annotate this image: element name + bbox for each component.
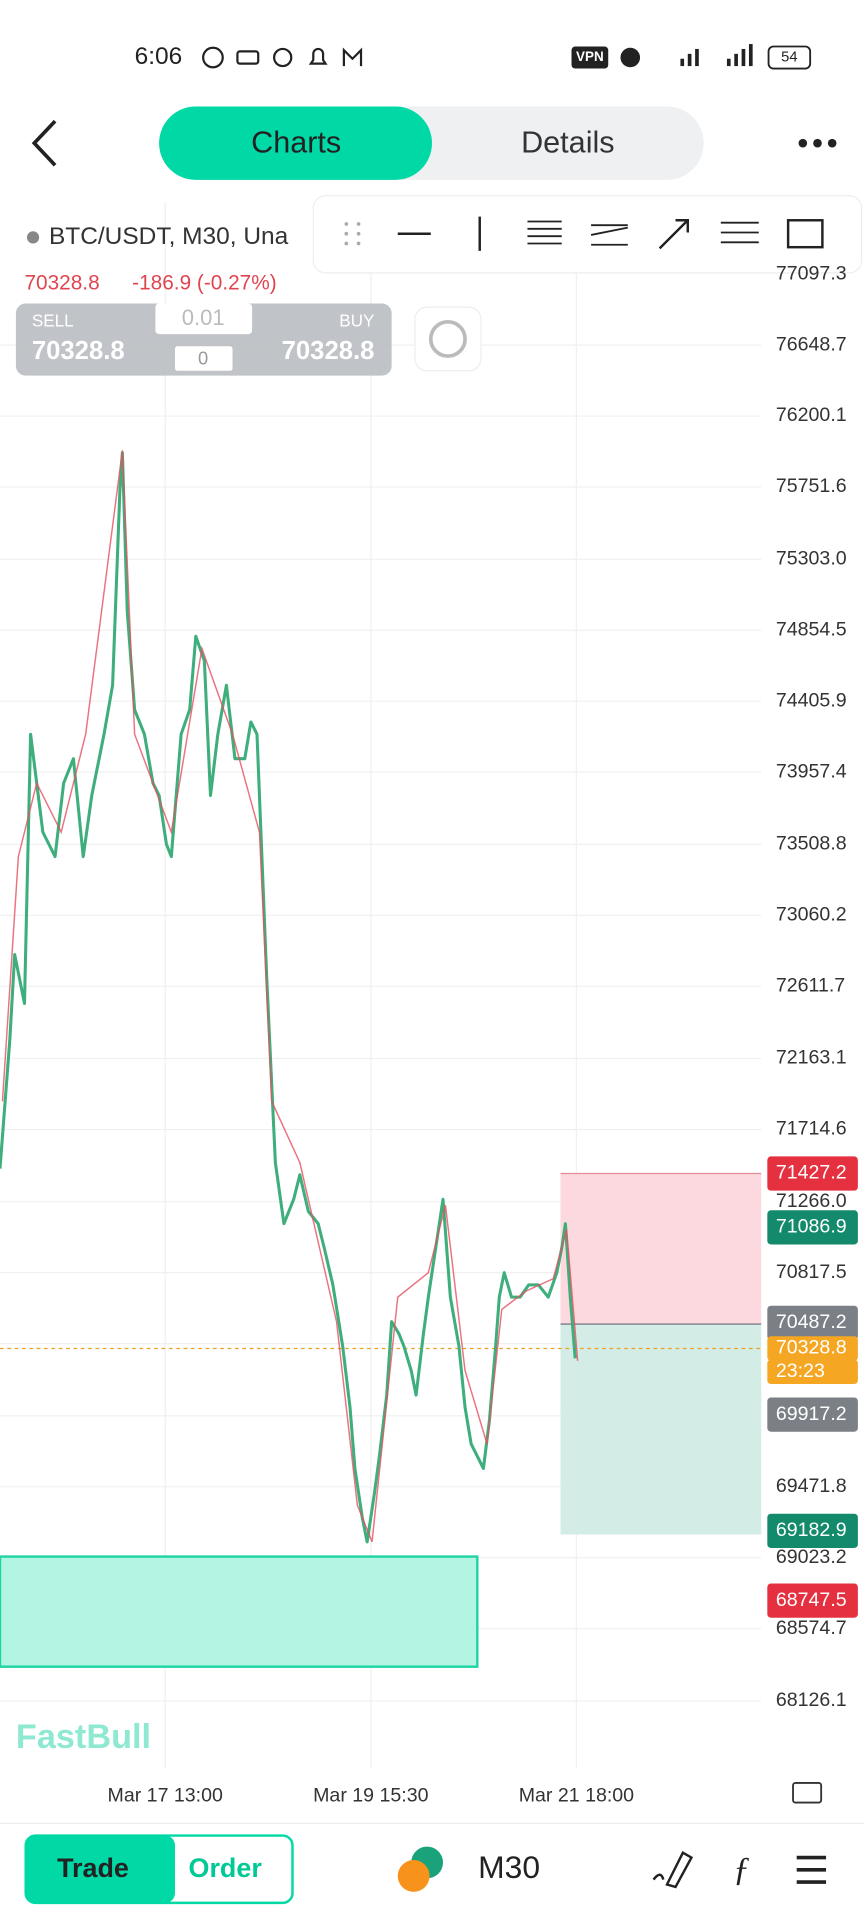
price-tag: 71427.2 (776, 1162, 847, 1184)
price-label: 72611.7 (776, 974, 845, 996)
stop-zone (560, 1173, 762, 1325)
order-label[interactable]: Order (189, 1853, 263, 1883)
price-tag: 69917.2 (776, 1403, 847, 1425)
price-tag-bg (767, 1305, 858, 1340)
price-label: 70817.5 (776, 1261, 847, 1283)
price-tag-bg (767, 1397, 858, 1432)
price-tag-bg (767, 1156, 858, 1191)
price-label: 75751.6 (776, 475, 847, 497)
trade-label[interactable]: Trade (57, 1853, 129, 1883)
tab-charts[interactable]: Charts (251, 125, 341, 159)
trade-panel (15, 303, 392, 376)
target-zone (560, 1324, 762, 1535)
back-button[interactable] (31, 119, 57, 167)
drawing-toolbar (312, 195, 863, 274)
price-label: 69023.2 (776, 1546, 847, 1568)
tab-active[interactable] (159, 106, 432, 180)
lot-field[interactable] (155, 303, 253, 335)
tab-details[interactable]: Details (521, 125, 614, 159)
buy-price[interactable]: 70328.8 (282, 337, 375, 365)
price-tag-bg (767, 1583, 858, 1618)
price-label: 68126.1 (776, 1689, 847, 1711)
price-label: 68574.7 (776, 1617, 847, 1639)
trade-tab[interactable] (25, 1835, 176, 1903)
symbol-change: -186.9 (-0.27%) (132, 271, 277, 294)
indicator-button[interactable]: ƒ (733, 1850, 750, 1888)
price-label: 74854.5 (776, 618, 847, 640)
axis-toggle[interactable] (792, 1782, 823, 1804)
price-label: 75303.0 (776, 547, 847, 569)
time-label: Mar 17 13:00 (108, 1785, 223, 1807)
price-label: 73957.4 (776, 760, 847, 782)
symbol-price: 70328.8 (24, 271, 99, 294)
price-tag: 71086.9 (776, 1216, 847, 1238)
status-time: 6:06 (135, 43, 183, 70)
price-tags: 71427.2 71086.9 70487.2 70328.823:23 69917.2… (767, 1156, 858, 1618)
price-label: 72163.1 (776, 1047, 847, 1069)
sell-price[interactable]: 70328.8 (32, 337, 125, 365)
count: 0 (198, 348, 208, 369)
price-axis: 77097.3 76648.7 76200.1 75751.6 75303.0 74854… (776, 262, 847, 1711)
watermark: FastBull (16, 1718, 151, 1756)
signal-icons (620, 44, 753, 68)
price-label: 76648.7 (776, 333, 847, 355)
price-label: 73508.8 (776, 833, 847, 855)
symbol-name: BTC/USDT, M30, Una (49, 223, 289, 250)
price-tag: 23:23 (776, 1360, 825, 1382)
draw-button[interactable] (652, 1850, 694, 1889)
price-label: 77097.3 (776, 262, 847, 284)
timeframe[interactable]: M30 (478, 1849, 540, 1885)
vpn: VPN (576, 49, 604, 64)
more-button[interactable] (798, 138, 837, 148)
symbol-dot (26, 231, 40, 244)
price-tag: 69182.9 (776, 1519, 847, 1541)
price-label: 76200.1 (776, 404, 847, 426)
menu-button[interactable] (796, 1855, 827, 1884)
candles-down (1, 450, 579, 1543)
time-label: Mar 19 15:30 (313, 1785, 428, 1807)
time-label: Mar 21 18:00 (519, 1785, 634, 1807)
price-tag-bg (767, 1513, 858, 1548)
price-tag-bg (767, 1336, 858, 1361)
battery (767, 45, 812, 70)
sell-label[interactable]: SELL (32, 310, 74, 330)
price-tag: 68747.5 (776, 1589, 847, 1611)
lot: 0.01 (182, 305, 225, 330)
price-tag: 70487.2 (776, 1311, 847, 1333)
price-label: 74405.9 (776, 689, 847, 711)
status-icons (202, 46, 363, 69)
candles (0, 451, 577, 1544)
price-label: 73060.2 (776, 904, 847, 926)
price-label: 71266.0 (776, 1190, 847, 1212)
price-tag-bg (767, 1210, 858, 1245)
vpn-badge (571, 46, 609, 69)
count-field[interactable] (175, 346, 233, 371)
buy-label[interactable]: BUY (339, 310, 375, 330)
highlight-box (0, 1555, 479, 1668)
drawing-tools[interactable] (344, 216, 824, 251)
btc-icon (397, 1860, 430, 1892)
price-tag-bg (767, 1359, 858, 1385)
reset-icon (428, 320, 467, 358)
price-tag: 70328.8 (776, 1337, 847, 1359)
price-label: 69471.8 (776, 1475, 847, 1497)
reset-button[interactable] (414, 306, 482, 372)
price-label: 71714.6 (776, 1118, 847, 1140)
battery-level: 54 (781, 49, 797, 65)
